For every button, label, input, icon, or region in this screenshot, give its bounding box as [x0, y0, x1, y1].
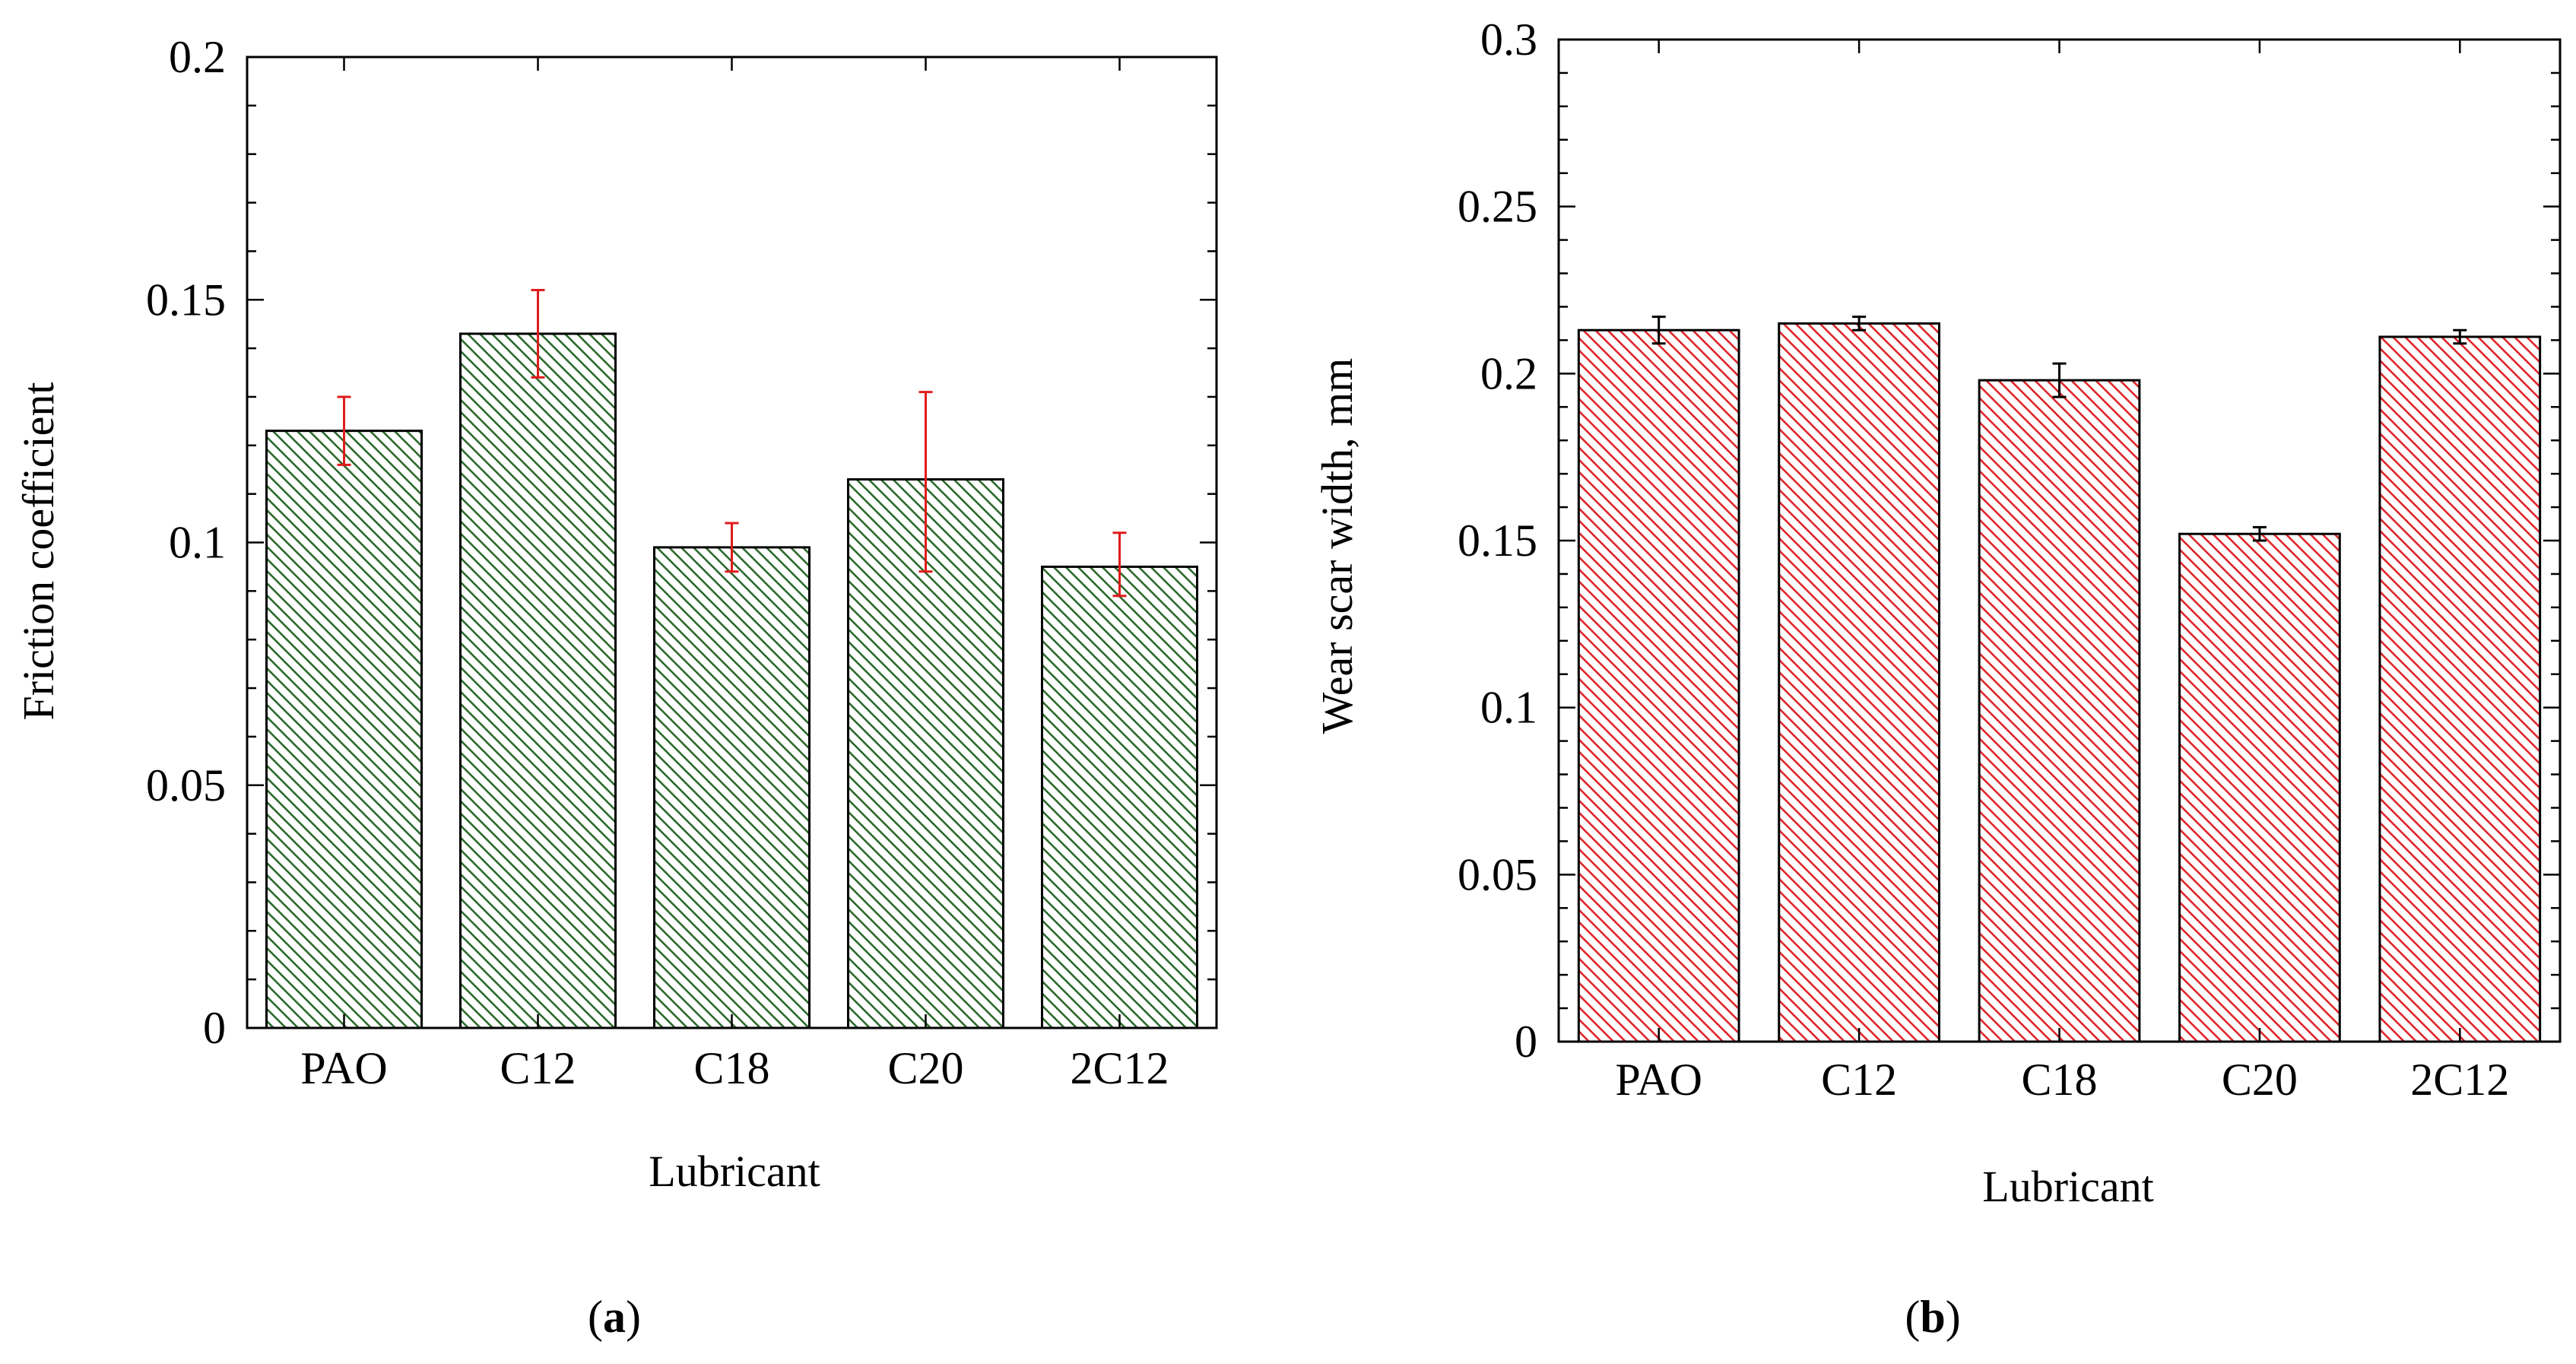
wear-y-tick-label: 0.3: [1480, 14, 1537, 65]
friction-y-axis-label: Friction coefficient: [14, 382, 63, 720]
friction-y-tick-label: 0.1: [169, 518, 226, 568]
friction-error-bar-c12: [531, 288, 545, 379]
wear-y-tick-labels: 0 0.05 0.1 0.15 0.2 0.25 0.3: [1458, 14, 1537, 1067]
wear-y-tick-label: 0.1: [1480, 683, 1537, 733]
friction-error-bar-c18: [725, 522, 739, 573]
friction-x-tick-label: PAO: [300, 1043, 388, 1093]
wear-y-tick-label: 0: [1515, 1017, 1537, 1067]
friction-bar-c18: [653, 546, 811, 1029]
friction-error-bar-2c12: [1112, 531, 1127, 598]
wear-plot-frame: [1557, 38, 2562, 1043]
wear-error-bar-pao: [1651, 316, 1666, 345]
panel-label-b: (b): [1905, 1292, 1960, 1342]
friction-plot-frame: [246, 56, 1218, 1029]
wear-x-tick-label: 2C12: [2410, 1055, 2509, 1105]
panel-b-open-paren: (: [1905, 1292, 1920, 1342]
wear-bar-2c12: [2378, 335, 2542, 1043]
wear-scar-chart: 00.050.10.150.20.250.3 PAO C12 C18 C20 2C12 …: [1312, 14, 2562, 1342]
wear-y-tick-label: 0.2: [1480, 348, 1537, 398]
friction-y-tick-labels: 0 0.05 0.1 0.15 0.2: [146, 32, 226, 1053]
wear-bar-c20: [2178, 532, 2341, 1043]
friction-error-bar-pao: [337, 395, 351, 466]
panel-label-a: (a): [588, 1292, 641, 1342]
friction-bar-2c12: [1041, 565, 1198, 1029]
wear-x-tick-label: PAO: [1615, 1055, 1702, 1105]
friction-error-bar-c20: [918, 391, 933, 573]
friction-bar-pao: [265, 430, 423, 1029]
friction-x-tick-label: C12: [500, 1043, 576, 1093]
friction-x-axis-label: Lubricant: [649, 1147, 820, 1196]
friction-chart: 0 0.05 0.1 0.15 0.2 PAO C12 C18 C20 2C12 Lubrica…: [14, 32, 1218, 1342]
wear-y-tick-label: 0.05: [1458, 849, 1537, 899]
friction-y-tick-label: 0.15: [146, 274, 226, 325]
wear-x-tick-label: C18: [2021, 1055, 2097, 1105]
panel-b-close-paren: ): [1946, 1292, 1961, 1342]
friction-bar-c12: [459, 332, 617, 1029]
friction-bars: [265, 332, 1198, 1029]
wear-x-tick-label: C12: [1821, 1055, 1897, 1105]
friction-y-tick-label: 0.2: [169, 32, 226, 82]
wear-error-bars: [1651, 316, 2467, 542]
wear-y-tick-label: 0.25: [1458, 182, 1537, 232]
wear-y-axis-label: Wear scar width, mm: [1312, 358, 1362, 734]
friction-x-tick-label: C20: [887, 1043, 963, 1093]
friction-x-tick-label: C18: [693, 1043, 769, 1093]
friction-y-tick-label: 0.05: [146, 760, 226, 810]
wear-bar-pao: [1577, 328, 1740, 1043]
friction-x-tick-labels: PAO C12 C18 C20 2C12: [300, 1043, 1169, 1093]
wear-bars: [1577, 322, 2542, 1043]
wear-error-bar-c20: [2252, 525, 2267, 542]
wear-x-axis-label: Lubricant: [1982, 1162, 2153, 1211]
wear-error-bar-c18: [2052, 362, 2067, 398]
wear-x-tick-labels: PAO C12 C18 C20 2C12: [1615, 1055, 2509, 1105]
wear-y-tick-label: 0.15: [1458, 515, 1537, 566]
wear-error-bar-c12: [1852, 316, 1867, 331]
panel-a-open-paren: (: [588, 1292, 603, 1342]
panel-b-letter: b: [1920, 1292, 1945, 1342]
friction-error-bars: [337, 288, 1127, 598]
friction-x-tick-label: 2C12: [1070, 1043, 1169, 1093]
panel-a-letter: a: [603, 1292, 626, 1342]
wear-bar-c18: [1978, 379, 2141, 1043]
panel-a-close-paren: ): [626, 1292, 641, 1342]
wear-x-tick-label: C20: [2222, 1055, 2298, 1105]
wear-error-bar-2c12: [2453, 328, 2467, 345]
friction-y-tick-label: 0: [203, 1003, 226, 1053]
wear-bar-c12: [1778, 322, 1940, 1043]
